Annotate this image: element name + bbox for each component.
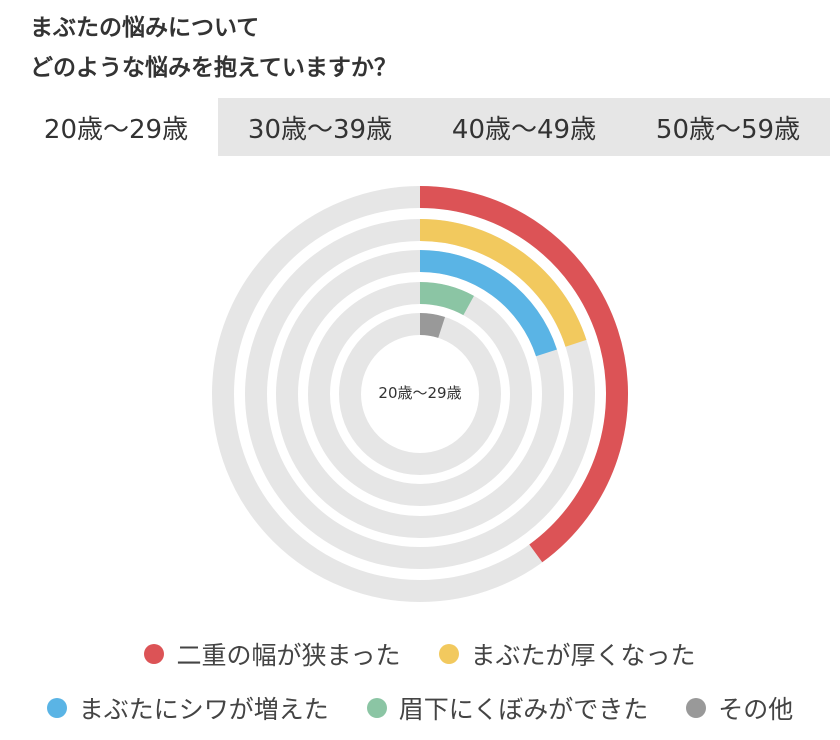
- center-label: 20歳〜29歳: [378, 384, 461, 402]
- legend-item[interactable]: その他: [686, 690, 793, 726]
- legend-item[interactable]: 二重の幅が狭まった: [144, 636, 401, 672]
- ring-bar[interactable]: [419, 282, 474, 316]
- tab-20s[interactable]: 20歳〜29歳: [14, 98, 218, 156]
- legend-dot-red: [144, 644, 165, 664]
- legend-dot-green: [366, 698, 387, 718]
- tab-50s[interactable]: 50歳〜59歳: [655, 114, 801, 145]
- tab-40s[interactable]: 40歳〜49歳: [451, 114, 597, 145]
- legend-item[interactable]: まぶたが厚くなった: [438, 636, 696, 672]
- legend-row-2: まぶたにシワが増えた 眉下にくぼみができた その他: [0, 690, 840, 726]
- legend-label: 二重の幅が狭まった: [176, 641, 401, 670]
- legend-dot-gray: [686, 698, 707, 718]
- radial-chart: 20歳〜29歳: [0, 160, 840, 630]
- legend-label: まぶたが厚くなった: [470, 641, 696, 670]
- ring-bar[interactable]: [419, 313, 446, 339]
- legend-label: まぶたにシワが増えた: [78, 695, 329, 724]
- legend-label: 眉下にくぼみができた: [398, 695, 649, 724]
- title-line-2: どのような悩みを抱えていますか？: [30, 55, 397, 81]
- legend-dot-yellow: [438, 644, 459, 664]
- title-line-1: まぶたの悩みについて: [30, 15, 260, 41]
- legend-item[interactable]: 眉下にくぼみができた: [366, 690, 649, 726]
- legend-dot-blue: [46, 698, 67, 718]
- ring-bar[interactable]: [419, 250, 557, 357]
- age-tab-bar: 20歳〜29歳 30歳〜39歳 40歳〜49歳 50歳〜59歳: [14, 98, 830, 156]
- ring-bar[interactable]: [419, 219, 587, 347]
- radial-chart-svg: 20歳〜29歳: [212, 186, 628, 602]
- legend-label: その他: [718, 695, 794, 724]
- legend-item[interactable]: まぶたにシワが増えた: [46, 690, 329, 726]
- ring-bar[interactable]: [419, 186, 628, 563]
- question-title: まぶたの悩みについて どのような悩みを抱えていますか？: [30, 8, 397, 88]
- legend-row-1: 二重の幅が狭まった まぶたが厚くなった: [0, 636, 840, 672]
- tab-30s[interactable]: 30歳〜39歳: [247, 114, 393, 145]
